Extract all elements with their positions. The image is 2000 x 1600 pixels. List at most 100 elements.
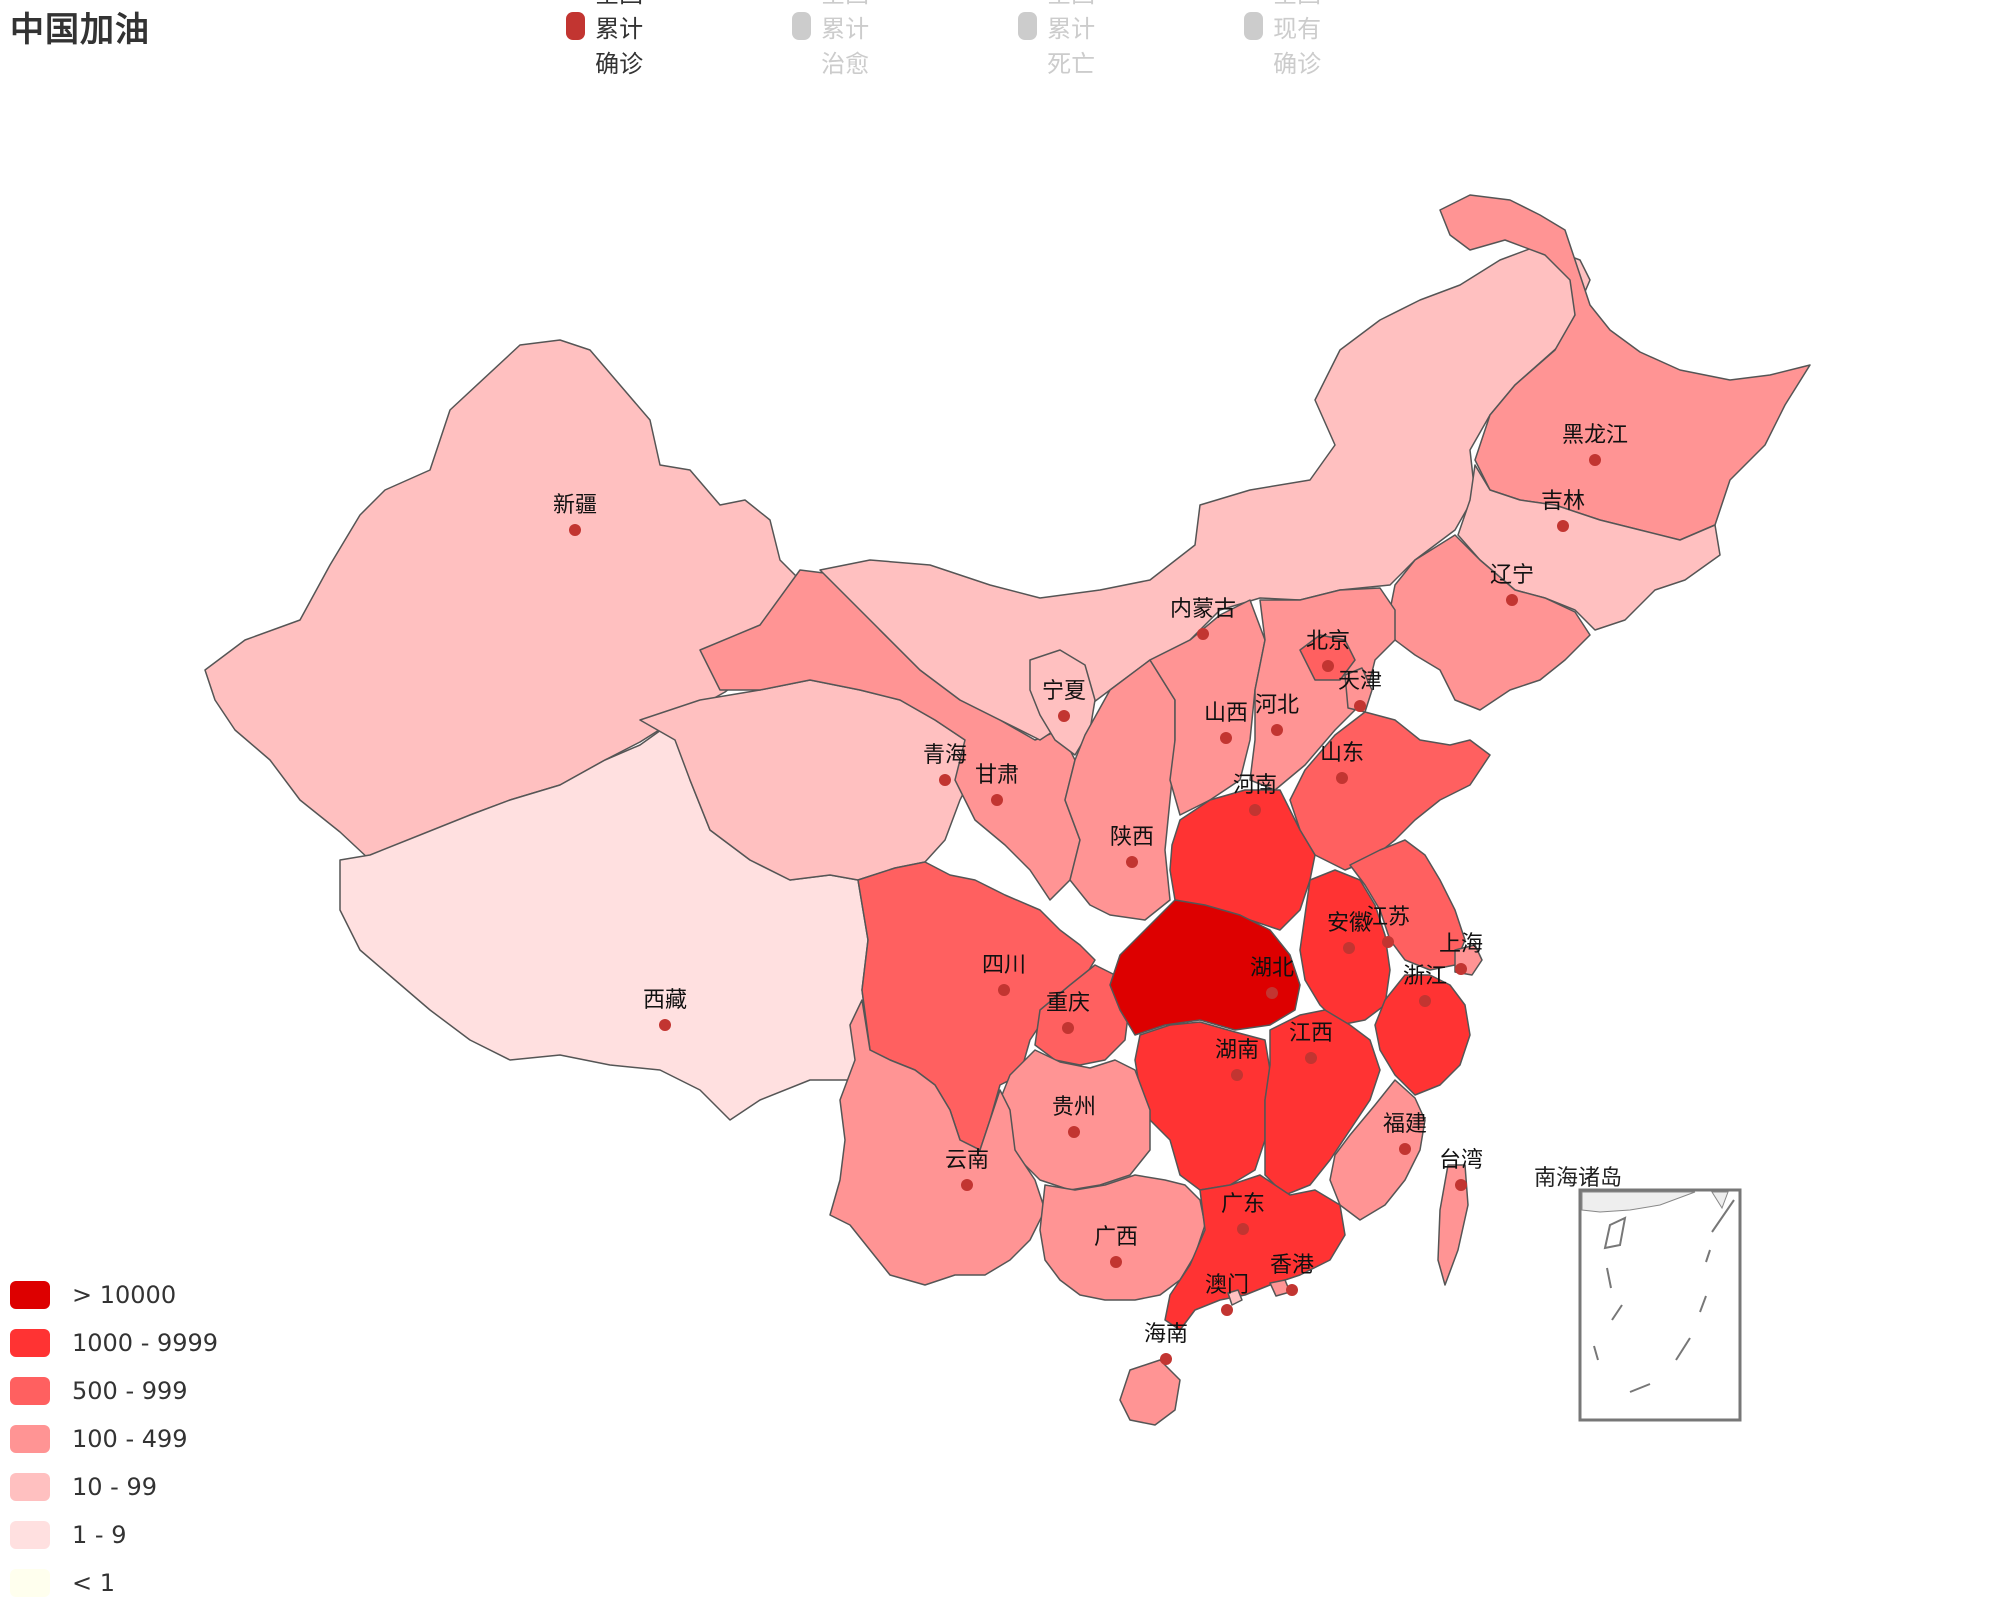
province-marker[interactable]: [1336, 772, 1348, 784]
inset-island-chain: [1675, 1337, 1691, 1361]
scale-item[interactable]: 1000 - 9999: [10, 1326, 218, 1360]
province-label: 云南: [945, 1148, 989, 1173]
region-hainan[interactable]: [1119, 1359, 1181, 1426]
legend-label: 全国累计治愈: [821, 0, 870, 78]
inset-island-chain: [1603, 1216, 1627, 1250]
province-marker[interactable]: [1286, 1284, 1298, 1296]
region-taiwan[interactable]: [1437, 1164, 1469, 1286]
province-marker[interactable]: [1249, 804, 1261, 816]
province-marker[interactable]: [1322, 660, 1334, 672]
scale-item[interactable]: 1 - 9: [10, 1518, 126, 1552]
region-jiangxi[interactable]: [1264, 1009, 1381, 1196]
province-marker[interactable]: [961, 1179, 973, 1191]
province-label: 福建: [1383, 1112, 1427, 1137]
province-label: 安徽: [1327, 911, 1371, 936]
province-label: 湖南: [1215, 1038, 1259, 1063]
province-marker[interactable]: [1231, 1069, 1243, 1081]
region-fujian[interactable]: [1329, 1079, 1426, 1221]
province-marker[interactable]: [1557, 520, 1569, 532]
scale-swatch: [10, 1569, 50, 1597]
inset-island-chain: [1611, 1304, 1623, 1321]
province-marker[interactable]: [1110, 1256, 1122, 1268]
province-marker[interactable]: [998, 984, 1010, 996]
province-marker[interactable]: [1506, 594, 1518, 606]
scale-swatch: [10, 1377, 50, 1405]
province-label: 广西: [1094, 1225, 1138, 1250]
chart-title: 中国加油: [10, 10, 150, 50]
province-marker[interactable]: [1305, 1052, 1317, 1064]
province-label: 北京: [1306, 629, 1350, 654]
scale-label: < 1: [72, 1569, 116, 1597]
province-label: 新疆: [553, 493, 597, 518]
province-marker[interactable]: [1068, 1126, 1080, 1138]
legend-label: 全国累计死亡: [1047, 0, 1096, 78]
legend-item-current-confirmed[interactable]: 全国现有确诊: [1244, 0, 1328, 78]
region-hubei[interactable]: [1109, 899, 1301, 1036]
province-marker[interactable]: [1266, 987, 1278, 999]
province-marker[interactable]: [659, 1019, 671, 1031]
inset-label: 南海诸岛: [1534, 1166, 1622, 1191]
scale-swatch: [10, 1521, 50, 1549]
province-label: 河南: [1233, 773, 1277, 798]
province-marker[interactable]: [1343, 942, 1355, 954]
province-marker[interactable]: [1237, 1223, 1249, 1235]
legend-item-cumulative-deaths[interactable]: 全国累计死亡: [1018, 0, 1102, 78]
province-marker[interactable]: [1221, 1304, 1233, 1316]
scale-item[interactable]: < 1: [10, 1566, 115, 1600]
province-marker[interactable]: [1271, 724, 1283, 736]
region-chongqing[interactable]: [1034, 964, 1131, 1066]
scale-label: 1000 - 9999: [72, 1329, 219, 1357]
region-hebei[interactable]: [1249, 587, 1396, 791]
scale-label: 10 - 99: [72, 1473, 157, 1501]
province-label: 黑龙江: [1562, 423, 1628, 448]
province-marker[interactable]: [1126, 856, 1138, 868]
province-marker[interactable]: [1455, 963, 1467, 975]
region-henan[interactable]: [1169, 789, 1316, 931]
south-china-sea-inset: 南海诸岛: [1534, 1166, 1742, 1422]
legend-label: 全国累计确诊: [595, 0, 644, 78]
scale-label: 500 - 999: [72, 1377, 188, 1405]
province-marker[interactable]: [1399, 1143, 1411, 1155]
scale-label: 100 - 499: [72, 1425, 188, 1453]
region-guangdong[interactable]: [1164, 1174, 1346, 1331]
region-tianjin[interactable]: [1344, 667, 1373, 713]
scale-label: 1 - 9: [72, 1521, 127, 1549]
province-label: 内蒙古: [1170, 597, 1236, 622]
province-marker[interactable]: [939, 774, 951, 786]
province-marker[interactable]: [569, 524, 581, 536]
province-label: 湖北: [1250, 956, 1294, 981]
scale-item[interactable]: 10 - 99: [10, 1470, 157, 1504]
legend-item-cumulative-confirmed[interactable]: 全国累计确诊: [566, 0, 650, 78]
province-label: 贵州: [1052, 1095, 1096, 1120]
province-label: 青海: [923, 743, 967, 768]
region-yunnan[interactable]: [829, 999, 1046, 1286]
region-shanxi[interactable]: [1149, 599, 1266, 816]
province-marker[interactable]: [1419, 995, 1431, 1007]
province-label: 台湾: [1439, 1148, 1483, 1173]
province-marker[interactable]: [1589, 454, 1601, 466]
province-marker[interactable]: [1354, 700, 1366, 712]
province-marker[interactable]: [1220, 732, 1232, 744]
province-marker[interactable]: [1455, 1179, 1467, 1191]
province-marker[interactable]: [1058, 710, 1070, 722]
province-label: 江西: [1289, 1021, 1333, 1046]
province-label: 甘肃: [975, 763, 1019, 788]
province-marker[interactable]: [1160, 1353, 1172, 1365]
inset-frame: [1578, 1188, 1742, 1422]
scale-item[interactable]: > 10000: [10, 1278, 176, 1312]
region-macau[interactable]: [1227, 1289, 1243, 1306]
province-marker[interactable]: [991, 794, 1003, 806]
scale-item[interactable]: 100 - 499: [10, 1422, 188, 1456]
province-label: 江苏: [1366, 905, 1410, 930]
province-marker[interactable]: [1062, 1022, 1074, 1034]
region-zhejiang[interactable]: [1374, 974, 1471, 1096]
province-marker[interactable]: [1382, 936, 1394, 948]
legend-swatch: [1018, 12, 1038, 40]
scale-swatch: [10, 1329, 50, 1357]
legend-item-cumulative-cured[interactable]: 全国累计治愈: [792, 0, 876, 78]
region-beijing[interactable]: [1299, 634, 1356, 681]
inset-island-chain: [1629, 1383, 1651, 1393]
scale-item[interactable]: 500 - 999: [10, 1374, 188, 1408]
province-label: 香港: [1270, 1253, 1314, 1278]
province-marker[interactable]: [1197, 628, 1209, 640]
